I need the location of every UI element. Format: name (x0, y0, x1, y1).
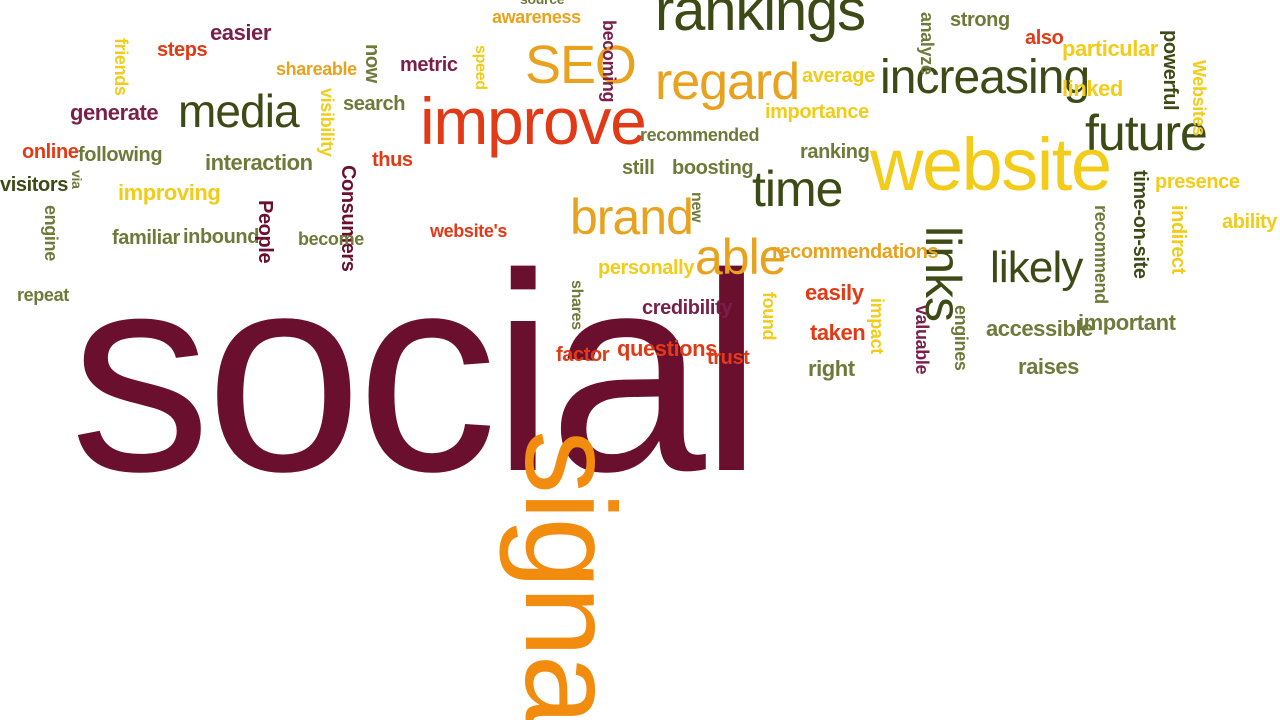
word-source: source (520, 0, 565, 6)
word-personally: personally (598, 257, 695, 279)
word-factor: factor (556, 344, 610, 366)
word-become: become (298, 229, 364, 249)
word-future: future (1085, 105, 1208, 161)
word-signals: signals (498, 430, 641, 720)
word-credibility: credibility (642, 297, 733, 319)
word-brand: brand (570, 189, 694, 245)
word-websites: Websites (1189, 60, 1209, 136)
word-recommendations: recommendations (772, 241, 939, 263)
word-easily: easily (805, 280, 864, 305)
word-via: via (69, 170, 85, 189)
word-powerful: powerful (1159, 30, 1181, 111)
word-repeat: repeat (17, 285, 69, 305)
word-boosting: boosting (672, 157, 754, 179)
word-presence: presence (1155, 171, 1240, 193)
word-speed: speed (472, 45, 489, 90)
word-engines: engines (951, 305, 971, 371)
word-importance: importance (765, 101, 869, 123)
word-shareable: shareable (276, 59, 357, 79)
word-friends: friends (111, 38, 131, 96)
word-consumers: Consumers (337, 165, 359, 272)
word-visibility: visibility (317, 88, 337, 157)
word-trust: trust (707, 347, 750, 369)
word-important: important (1078, 310, 1176, 335)
word-ranking: ranking (800, 141, 870, 163)
word-inbound: inbound (183, 226, 260, 248)
word-recommend: recommend (1091, 205, 1111, 304)
word-rankings: rankings (655, 0, 866, 43)
word-linked: linked (1062, 76, 1123, 101)
word-online: online (22, 141, 79, 163)
word-questions: questions (617, 336, 717, 361)
word-impact: impact (867, 298, 887, 354)
word-social: social (70, 215, 763, 530)
word-familiar: familiar (112, 227, 180, 249)
word-time-on-site: time-on-site (1129, 170, 1151, 279)
word-shares: shares (568, 280, 585, 330)
word-following: following (78, 144, 163, 166)
word-increasing: increasing (880, 51, 1090, 104)
word-becoming: becoming (599, 20, 619, 103)
word-steps: steps (157, 39, 208, 61)
word-regard: regard (655, 53, 800, 111)
word-taken: taken (810, 320, 866, 345)
word-recommended: recommended (640, 125, 760, 145)
word-new: new (688, 192, 705, 223)
word-interaction: interaction (205, 150, 313, 175)
word-metric: metric (400, 54, 458, 76)
word-right: right (808, 356, 855, 381)
word-indirect: indirect (1167, 205, 1189, 275)
word-improving: improving (118, 180, 221, 205)
word-search: search (343, 93, 406, 115)
word-accessible: accessible (986, 316, 1093, 341)
word-able: able (695, 229, 787, 285)
word-likely: likely (990, 243, 1083, 292)
word-website: website (870, 123, 1112, 206)
word-time: time (752, 161, 843, 217)
word-generate: generate (70, 100, 159, 125)
word-website-s: website's (430, 221, 508, 241)
word-ability: ability (1222, 211, 1277, 233)
word-improve: improve (420, 84, 647, 158)
word-raises: raises (1018, 354, 1079, 379)
word-visitors: visitors (0, 174, 68, 196)
word-awareness: awareness (492, 7, 581, 27)
word-media: media (178, 85, 300, 137)
word-analyze: analyze (917, 12, 937, 75)
word-found: found (759, 292, 779, 341)
word-seo: SEO (525, 35, 637, 95)
word-engine: engine (41, 205, 61, 261)
word-strong: strong (950, 9, 1010, 31)
word-average: average (802, 65, 875, 87)
word-easier: easier (210, 20, 271, 45)
word-now: now (361, 44, 383, 83)
word-thus: thus (372, 149, 413, 171)
word-still: still (622, 157, 655, 179)
word-people: People (254, 200, 276, 264)
word-particular: particular (1062, 36, 1158, 61)
word-also: also (1025, 27, 1064, 49)
word-valuable: valuable (912, 305, 932, 375)
